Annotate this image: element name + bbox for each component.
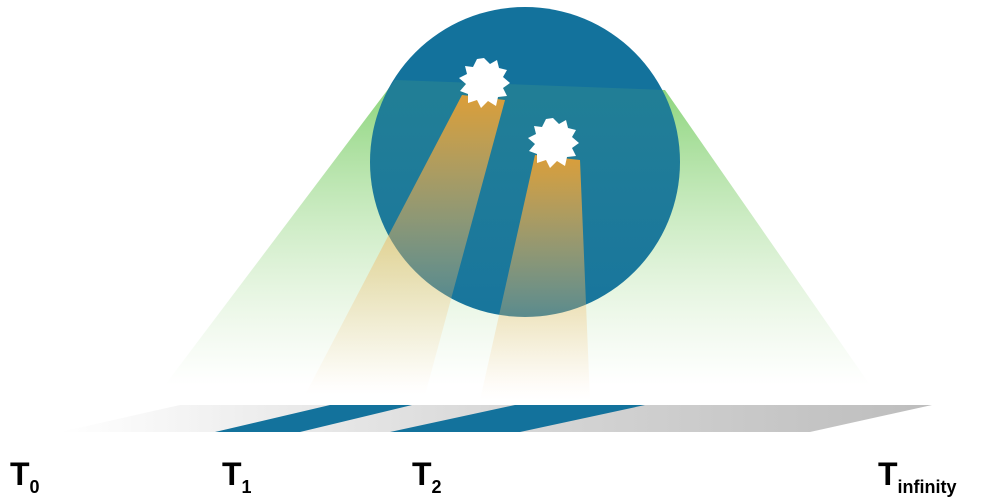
label-2: T2 (412, 456, 442, 497)
labels: T0 T1 T2 Tinfinity (10, 456, 957, 497)
label-infinity: Tinfinity (878, 456, 957, 497)
label-0: T0 (10, 456, 40, 497)
page: T0 T1 T2 Tinfinity (() => { const data =… (0, 0, 984, 501)
label-1: T1 (222, 456, 252, 497)
diagram: T0 T1 T2 Tinfinity (0, 0, 984, 501)
